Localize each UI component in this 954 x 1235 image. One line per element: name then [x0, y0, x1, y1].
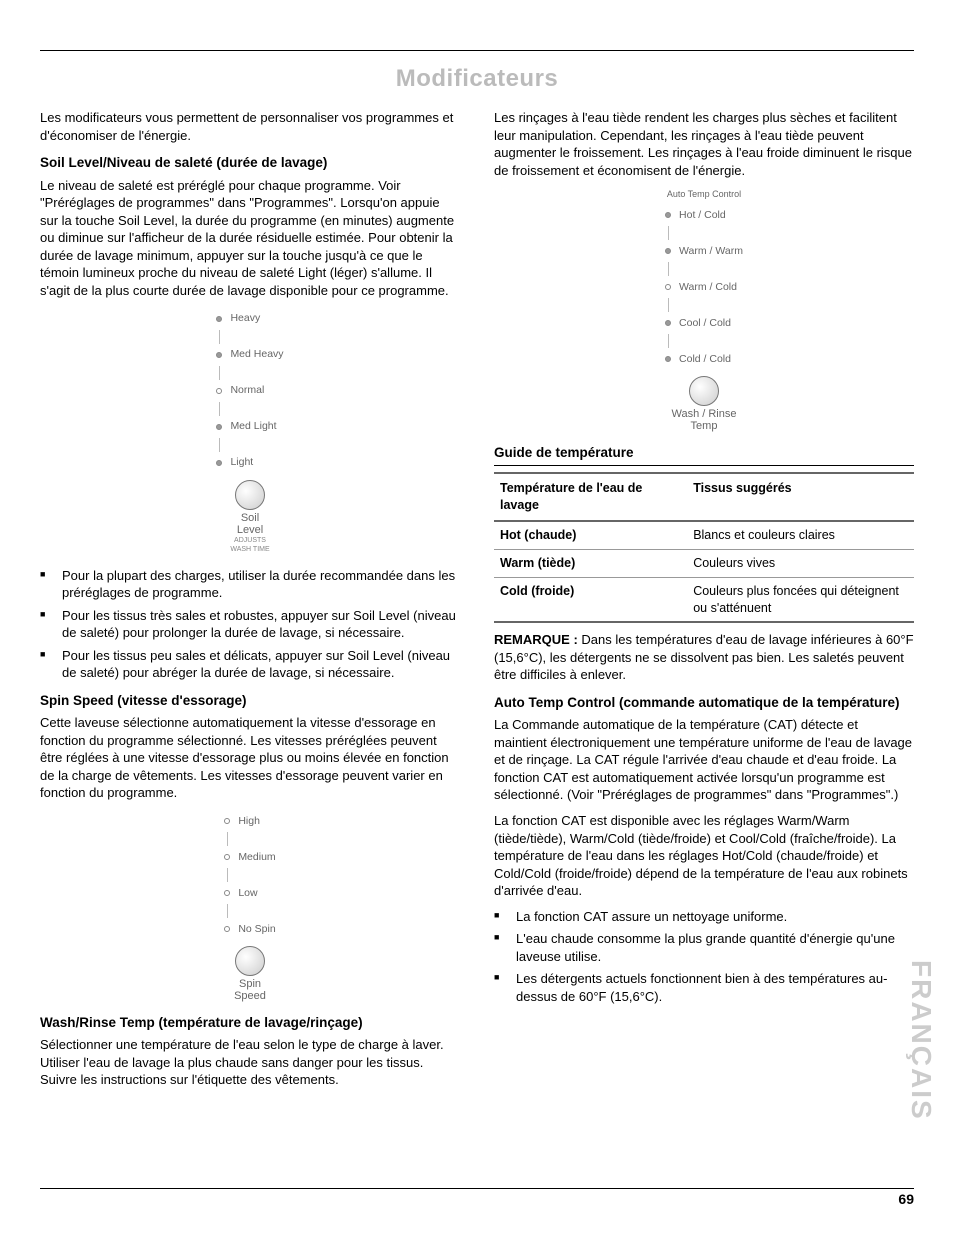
scale-label: Normal [230, 383, 264, 397]
soil-bullets: Pour la plupart des charges, utiliser la… [40, 567, 460, 682]
language-side-label: FRANÇAIS [902, 960, 940, 1121]
scale-dot-icon [216, 352, 222, 358]
list-item: Pour les tissus peu sales et délicats, a… [54, 647, 460, 682]
fabric-cell: Couleurs plus foncées qui déteignent ou … [687, 577, 914, 622]
scale-label: Hot / Cold [679, 208, 726, 222]
page-title: Modificateurs [40, 63, 914, 95]
auto-p1: La Commande automatique de la températur… [494, 716, 914, 804]
spin-speed-diagram: High Medium Low No Spin SpinSpeed [40, 810, 460, 1002]
scale-dot-icon [665, 248, 671, 254]
scale-label: Warm / Cold [679, 280, 737, 294]
temp-diagram: Auto Temp Control Hot / Cold Warm / Warm W… [494, 188, 914, 432]
scale-label: Cool / Cold [679, 316, 731, 330]
list-item: Pour les tissus très sales et robustes, … [54, 607, 460, 642]
table-row: Hot (chaude)Blancs et couleurs claires [494, 521, 914, 549]
soil-heading: Soil Level/Niveau de saleté (durée de la… [40, 154, 460, 172]
right-intro: Les rinçages à l'eau tiède rendent les c… [494, 109, 914, 179]
scale-label: Cold / Cold [679, 352, 731, 366]
scale-dot-icon [665, 356, 671, 362]
temp-top-label: Auto Temp Control [494, 188, 914, 200]
table-row: Cold (froide)Couleurs plus foncées qui d… [494, 577, 914, 622]
scale-label: Low [238, 886, 257, 900]
spin-heading: Spin Speed (vitesse d'essorage) [40, 692, 460, 710]
auto-bullets: La fonction CAT assure un nettoyage unif… [494, 908, 914, 1006]
spin-knob-icon [235, 946, 265, 976]
scale-dot-icon [224, 818, 230, 824]
scale-dot-icon [224, 926, 230, 932]
scale-dot-icon [665, 320, 671, 326]
list-item: La fonction CAT assure un nettoyage unif… [508, 908, 914, 926]
page-number: 69 [898, 1190, 914, 1209]
scale-label: No Spin [238, 922, 275, 936]
scale-label: Medium [238, 850, 275, 864]
soil-knob-icon [235, 480, 265, 510]
scale-dot-icon [216, 460, 222, 466]
scale-label: Med Light [230, 419, 276, 433]
temperature-guide-table: Température de l'eau de lavage Tissus su… [494, 472, 914, 623]
spin-scale: High Medium Low No Spin [224, 810, 275, 940]
left-column: Les modificateurs vous permettent de per… [40, 109, 460, 1096]
scale-dot-icon [224, 890, 230, 896]
temp-knob-icon [689, 376, 719, 406]
auto-p2: La fonction CAT est disponible avec les … [494, 812, 914, 900]
scale-dot-icon [216, 388, 222, 394]
top-rule [40, 50, 914, 51]
soil-body: Le niveau de saleté est préréglé pour ch… [40, 177, 460, 300]
bottom-rule [40, 1188, 914, 1189]
temp-cell: Warm (tiède) [494, 549, 687, 577]
fabric-cell: Blancs et couleurs claires [687, 521, 914, 549]
list-item: L'eau chaude consomme la plus grande qua… [508, 930, 914, 965]
temp-scale: Hot / Cold Warm / Warm Warm / Cold Cool / C… [665, 204, 743, 370]
list-item: Les détergents actuels fonctionnent bien… [508, 970, 914, 1005]
washrinse-body: Sélectionner une température de l'eau se… [40, 1036, 460, 1089]
scale-label: Heavy [230, 311, 260, 325]
spin-body: Cette laveuse sélectionne automatiquemen… [40, 714, 460, 802]
guide-col1-header: Température de l'eau de lavage [494, 473, 687, 521]
list-item: Pour la plupart des charges, utiliser la… [54, 567, 460, 602]
soil-knob-label: SoilLevel [40, 512, 460, 536]
guide-col2-header: Tissus suggérés [687, 473, 914, 521]
table-row: Warm (tiède)Couleurs vives [494, 549, 914, 577]
scale-dot-icon [665, 284, 671, 290]
scale-dot-icon [224, 854, 230, 860]
intro-text: Les modificateurs vous permettent de per… [40, 109, 460, 144]
auto-heading: Auto Temp Control (commande automatique … [494, 694, 914, 712]
remark-text: REMARQUE : Dans les températures d'eau d… [494, 631, 914, 684]
washrinse-heading: Wash/Rinse Temp (température de lavage/r… [40, 1014, 460, 1032]
scale-dot-icon [665, 212, 671, 218]
scale-dot-icon [216, 424, 222, 430]
soil-scale: Heavy Med Heavy Normal Med Light Light [216, 308, 283, 474]
temp-cell: Hot (chaude) [494, 521, 687, 549]
spin-knob-label: SpinSpeed [40, 978, 460, 1002]
guide-heading: Guide de température [494, 444, 914, 466]
remark-label: REMARQUE : [494, 632, 578, 647]
temp-knob-label: Wash / RinseTemp [494, 408, 914, 432]
temp-cell: Cold (froide) [494, 577, 687, 622]
soil-knob-sublabel: ADJUSTSWASH TIME [40, 536, 460, 555]
scale-label: Warm / Warm [679, 244, 743, 258]
fabric-cell: Couleurs vives [687, 549, 914, 577]
right-column: Les rinçages à l'eau tiède rendent les c… [494, 109, 914, 1096]
scale-label: Med Heavy [230, 347, 283, 361]
scale-label: Light [230, 455, 253, 469]
scale-label: High [238, 814, 260, 828]
scale-dot-icon [216, 316, 222, 322]
two-column-layout: Les modificateurs vous permettent de per… [40, 109, 914, 1096]
soil-level-diagram: Heavy Med Heavy Normal Med Light Light SoilL… [40, 308, 460, 555]
